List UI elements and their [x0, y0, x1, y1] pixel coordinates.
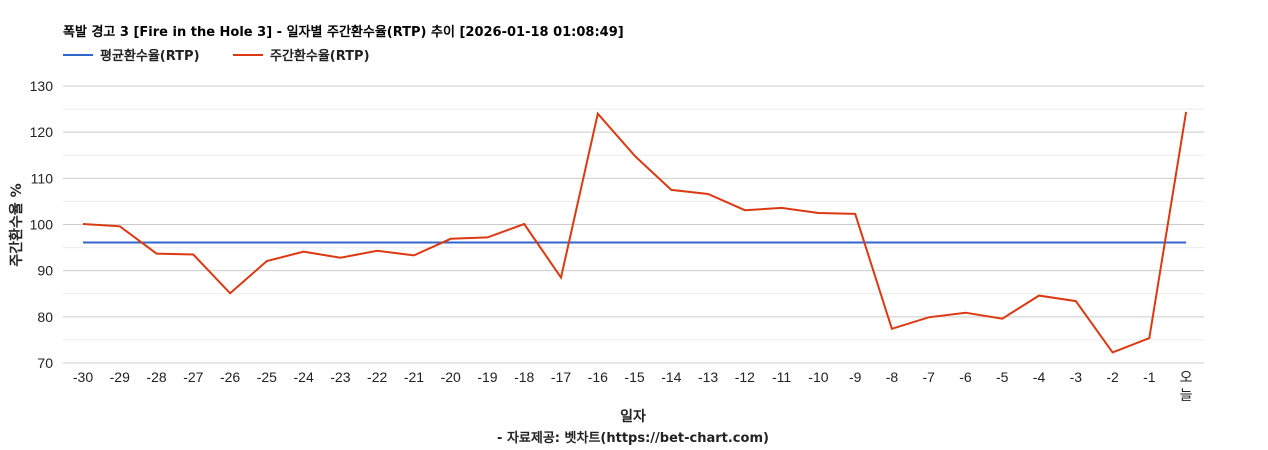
y-axis-title: 주간환수율 %	[8, 183, 25, 266]
x-tick-label: -17	[551, 369, 571, 385]
x-tick-label: 오	[1180, 369, 1193, 385]
y-tick-label: 110	[31, 170, 54, 186]
x-tick-label: -1	[1143, 369, 1156, 385]
y-axis-ticks: 70 80 90 100 110 120 130	[30, 78, 54, 371]
y-tick-label: 120	[30, 124, 54, 140]
x-tick-label: -7	[922, 369, 935, 385]
x-tick-label: -30	[73, 369, 93, 385]
x-tick-label: -5	[996, 369, 1009, 385]
weekly-rtp-line	[82, 111, 1188, 354]
x-tick-label: -9	[849, 369, 862, 385]
x-tick-label: -10	[808, 369, 828, 385]
x-tick-label: -24	[294, 369, 314, 385]
x-tick-label: -22	[367, 369, 387, 385]
legend-label: 평균환수율(RTP)	[100, 48, 200, 64]
x-tick-label: -3	[1070, 369, 1083, 385]
x-tick-label: -20	[441, 369, 461, 385]
x-axis-title: 일자	[620, 409, 646, 425]
y-tick-label: 80	[37, 309, 53, 325]
x-tick-label: 늘	[1180, 387, 1193, 403]
x-tick-label: -6	[959, 369, 972, 385]
x-tick-label: -25	[257, 369, 277, 385]
x-tick-label: -14	[661, 369, 681, 385]
x-tick-label: -23	[330, 369, 350, 385]
x-tick-label: -29	[110, 369, 130, 385]
x-tick-label: -26	[220, 369, 240, 385]
y-tick-label: 130	[30, 78, 54, 94]
y-tick-label: 100	[30, 217, 54, 233]
gridlines	[63, 85, 1204, 364]
x-tick-label: -16	[588, 369, 608, 385]
x-tick-label: -13	[698, 369, 718, 385]
x-tick-label: -2	[1106, 369, 1119, 385]
x-tick-label: -19	[477, 369, 497, 385]
x-tick-label: -12	[735, 369, 755, 385]
y-tick-label: 70	[37, 355, 53, 371]
x-tick-label: -15	[624, 369, 644, 385]
x-tick-label: -11	[772, 369, 791, 385]
x-tick-label: -8	[886, 369, 899, 385]
x-tick-label: -21	[404, 369, 424, 385]
x-axis-ticks: -30 -29 -28 -27 -26 -25 -24 -23 -22 -21 -20 -19 -18 -…	[73, 369, 1193, 403]
legend-label: 주간환수율(RTP)	[270, 48, 370, 64]
x-tick-label: -18	[514, 369, 534, 385]
x-tick-label: -28	[146, 369, 166, 385]
data-credit: - 자료제공: 벳차트(https://bet-chart.com)	[497, 430, 769, 446]
chart-title: 폭발 경고 3 [Fire in the Hole 3] - 일자별 주간환수율…	[63, 24, 624, 40]
y-tick-label: 90	[37, 263, 53, 279]
legend: 평균환수율(RTP) 주간환수율(RTP)	[63, 48, 370, 64]
x-tick-label: -4	[1033, 369, 1046, 385]
x-tick-label: -27	[183, 369, 203, 385]
series-lines	[82, 111, 1188, 354]
